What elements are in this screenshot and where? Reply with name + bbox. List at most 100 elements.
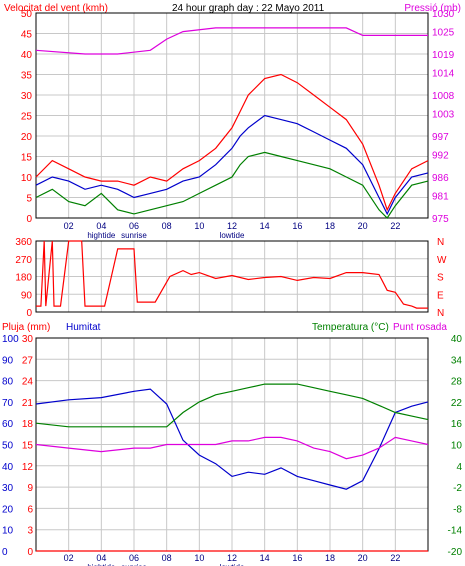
x-tick-label: 20 — [358, 221, 368, 231]
y-tick-label-wind: 35 — [21, 71, 33, 82]
y-tick-label-temperature: 22 — [451, 398, 463, 409]
compass-label: S — [437, 273, 444, 284]
x-tick-label: 02 — [64, 553, 74, 563]
compass-label: W — [437, 255, 447, 266]
x-tick-label: 18 — [325, 553, 335, 563]
y-tick-label-temperature: -20 — [448, 547, 463, 558]
wind-axis-label: Velocitat del vent (kmh) — [4, 3, 108, 14]
y-tick-label-humidity: 50 — [2, 441, 14, 452]
x-tick-label: 02 — [64, 221, 74, 231]
x-tick-label: 22 — [390, 553, 400, 563]
y-tick-label-pressure: 1008 — [432, 91, 455, 102]
y-tick-label-pressure: 1003 — [432, 110, 455, 121]
y-tick-label-temperature: -2 — [453, 483, 462, 494]
x-tick-label: 22 — [390, 221, 400, 231]
y-tick-label-temperature: -8 — [453, 504, 462, 515]
y-tick-label-rain: 6 — [27, 504, 33, 515]
y-tick-label-humidity: 30 — [2, 483, 14, 494]
wind-min-line — [35, 151, 429, 219]
y-tick-label-direction: 360 — [15, 237, 32, 248]
rain-axis-label: Pluja (mm) — [2, 322, 50, 333]
y-tick-label-pressure: 1025 — [432, 28, 455, 39]
y-tick-label-pressure: 981 — [432, 192, 449, 203]
x-tick-label: 06 — [129, 553, 139, 563]
y-tick-label-wind: 10 — [21, 173, 33, 184]
y-tick-label-temperature: 40 — [451, 334, 463, 345]
y-tick-label-temperature: 34 — [451, 355, 463, 366]
y-tick-label-humidity: 100 — [2, 334, 19, 345]
compass-label: N — [437, 237, 444, 248]
y-tick-label-rain: 27 — [22, 355, 34, 366]
x-sublabel: hightide — [87, 563, 116, 566]
y-tick-label-rain: 3 — [27, 526, 33, 537]
x-tick-label: 16 — [292, 553, 302, 563]
y-tick-label-rain: 9 — [27, 483, 33, 494]
y-tick-label-pressure: 1019 — [432, 50, 455, 61]
x-tick-label: 06 — [129, 221, 139, 231]
y-tick-label-temperature: 10 — [451, 441, 463, 452]
wind-average-line — [35, 114, 429, 216]
y-tick-label-pressure: 997 — [432, 132, 449, 143]
y-tick-label-wind: 25 — [21, 112, 33, 123]
x-tick-label: 18 — [325, 221, 335, 231]
plot-border — [35, 12, 429, 219]
y-tick-label-rain: 18 — [22, 419, 34, 430]
y-tick-label-humidity: 0 — [2, 547, 8, 558]
humidity-line — [35, 388, 429, 490]
temperature-line — [35, 383, 429, 428]
y-tick-label-rain: 24 — [22, 377, 34, 388]
y-tick-label-humidity: 10 — [2, 526, 14, 537]
x-tick-label: 04 — [96, 553, 106, 563]
x-sublabel: sunrise — [121, 563, 147, 566]
y-tick-label-pressure: 975 — [432, 214, 449, 225]
y-tick-label-rain: 15 — [22, 441, 34, 452]
y-tick-label-pressure: 992 — [432, 151, 449, 162]
y-tick-label-temperature: 28 — [451, 377, 463, 388]
y-tick-label-wind: 40 — [21, 50, 33, 61]
y-tick-label-humidity: 70 — [2, 398, 14, 409]
y-tick-label-pressure: 1030 — [432, 9, 455, 20]
x-tick-label: 16 — [292, 221, 302, 231]
y-tick-label-wind: 20 — [21, 132, 33, 143]
x-tick-label: 20 — [358, 553, 368, 563]
y-tick-label-humidity: 80 — [2, 377, 14, 388]
y-tick-label-temperature: 16 — [451, 419, 463, 430]
y-tick-label-wind: 15 — [21, 153, 33, 164]
compass-label: E — [437, 290, 444, 301]
y-tick-label-wind: 5 — [26, 194, 32, 205]
x-tick-label: 10 — [194, 553, 204, 563]
dew-point-line — [35, 436, 429, 460]
x-tick-label: 14 — [260, 221, 270, 231]
pressure-axis-label: Pressió (mb) — [404, 3, 461, 14]
x-tick-label: 12 — [227, 553, 237, 563]
humidity-temperature-panel: 0 10 20 30 40 50 60 70 80 90 100 0 3 6 9 12 15 18 21 24 27 30… — [2, 334, 462, 566]
compass-label: N — [437, 308, 444, 319]
x-tick-label: 12 — [227, 221, 237, 231]
y-tick-label-rain: 30 — [22, 334, 34, 345]
pressure-line — [35, 27, 428, 55]
y-tick-label-humidity: 20 — [2, 504, 14, 515]
y-tick-label-direction: 270 — [15, 255, 32, 266]
y-tick-label-wind: 0 — [26, 214, 32, 225]
x-sublabel: sunrise — [121, 231, 147, 240]
wind-pressure-panel: 0 5 10 15 20 25 30 35 40 45 50 975 981 986 992 997 1003 1… — [21, 9, 455, 240]
y-tick-label-humidity: 90 — [2, 355, 14, 366]
x-tick-label: 10 — [194, 221, 204, 231]
graph-title: 24 hour graph day : 22 Mayo 2011 — [172, 3, 325, 14]
y-tick-label-humidity: 60 — [2, 419, 14, 430]
y-tick-label-pressure: 986 — [432, 173, 449, 184]
x-tick-label: 14 — [260, 553, 270, 563]
wind-direction-line — [36, 240, 428, 309]
y-tick-label-rain: 12 — [22, 462, 34, 473]
y-tick-label-pressure: 1014 — [432, 69, 455, 80]
y-tick-label-wind: 30 — [21, 91, 33, 102]
x-sublabel: lowtide — [220, 563, 245, 566]
y-tick-label-temperature: 4 — [456, 462, 462, 473]
wind-gust-line — [35, 73, 429, 212]
y-tick-label-humidity: 40 — [2, 462, 14, 473]
plot-border — [35, 240, 429, 313]
y-tick-label-direction: 180 — [15, 273, 32, 284]
dew-point-axis-label: Punt rosada — [393, 322, 447, 333]
